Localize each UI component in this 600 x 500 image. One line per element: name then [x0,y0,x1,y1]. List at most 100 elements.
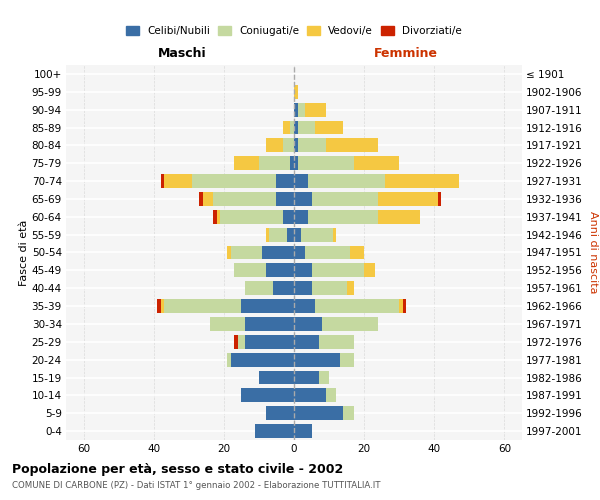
Bar [227,246,231,260]
Y-axis label: Anni di nascita: Anni di nascita [589,211,598,294]
Bar [315,299,399,313]
Bar [385,174,459,188]
Bar [294,264,311,278]
Bar [326,388,336,402]
Bar [290,120,294,134]
Text: Popolazione per età, sesso e stato civile - 2002: Popolazione per età, sesso e stato civil… [12,462,343,475]
Bar [403,299,406,313]
Bar [378,210,420,224]
Bar [294,370,319,384]
Bar [164,299,241,313]
Bar [326,138,378,152]
Bar [235,335,238,349]
Bar [399,299,403,313]
Bar [322,317,378,331]
Bar [245,317,294,331]
Bar [311,264,364,278]
Bar [231,246,262,260]
Bar [294,424,311,438]
Bar [319,370,329,384]
Bar [231,352,294,366]
Bar [220,210,283,224]
Bar [294,120,298,134]
Bar [294,317,322,331]
Bar [259,156,290,170]
Bar [294,156,298,170]
Bar [378,192,438,206]
Bar [294,138,298,152]
Bar [308,210,378,224]
Bar [294,228,301,241]
Bar [266,406,294,420]
Bar [277,192,294,206]
Bar [305,246,350,260]
Bar [294,406,343,420]
Bar [214,210,217,224]
Bar [266,138,283,152]
Bar [266,228,269,241]
Bar [364,264,374,278]
Bar [241,388,294,402]
Bar [301,228,332,241]
Bar [298,138,326,152]
Bar [308,174,385,188]
Bar [164,174,192,188]
Bar [347,281,353,295]
Bar [294,210,308,224]
Bar [235,156,259,170]
Bar [343,406,353,420]
Bar [294,299,315,313]
Bar [294,85,298,99]
Bar [245,335,294,349]
Bar [235,264,266,278]
Bar [161,299,164,313]
Bar [290,156,294,170]
Bar [298,102,305,117]
Bar [283,210,294,224]
Bar [340,352,353,366]
Bar [217,210,220,224]
Bar [277,174,294,188]
Bar [199,192,203,206]
Bar [332,228,336,241]
Bar [311,281,347,295]
Text: Femmine: Femmine [374,46,438,60]
Bar [294,246,305,260]
Y-axis label: Fasce di età: Fasce di età [19,220,29,286]
Bar [161,174,164,188]
Bar [214,192,277,206]
Text: COMUNE DI CARBONE (PZ) - Dati ISTAT 1° gennaio 2002 - Elaborazione TUTTITALIA.IT: COMUNE DI CARBONE (PZ) - Dati ISTAT 1° g… [12,481,380,490]
Bar [192,174,277,188]
Bar [262,246,294,260]
Bar [294,388,326,402]
Legend: Celibi/Nubili, Coniugati/e, Vedovi/e, Divorziati/e: Celibi/Nubili, Coniugati/e, Vedovi/e, Di… [122,22,466,40]
Bar [287,228,294,241]
Bar [294,192,311,206]
Text: Maschi: Maschi [157,46,206,60]
Bar [269,228,287,241]
Bar [210,317,245,331]
Bar [245,281,273,295]
Bar [438,192,442,206]
Bar [241,299,294,313]
Bar [298,156,353,170]
Bar [294,281,311,295]
Bar [311,192,378,206]
Bar [203,192,214,206]
Bar [294,352,340,366]
Bar [294,335,319,349]
Bar [350,246,364,260]
Bar [319,335,353,349]
Bar [238,335,245,349]
Bar [315,120,343,134]
Bar [294,174,308,188]
Bar [305,102,326,117]
Bar [259,370,294,384]
Bar [353,156,399,170]
Bar [294,102,298,117]
Bar [266,264,294,278]
Bar [298,120,315,134]
Bar [283,138,294,152]
Bar [273,281,294,295]
Bar [227,352,231,366]
